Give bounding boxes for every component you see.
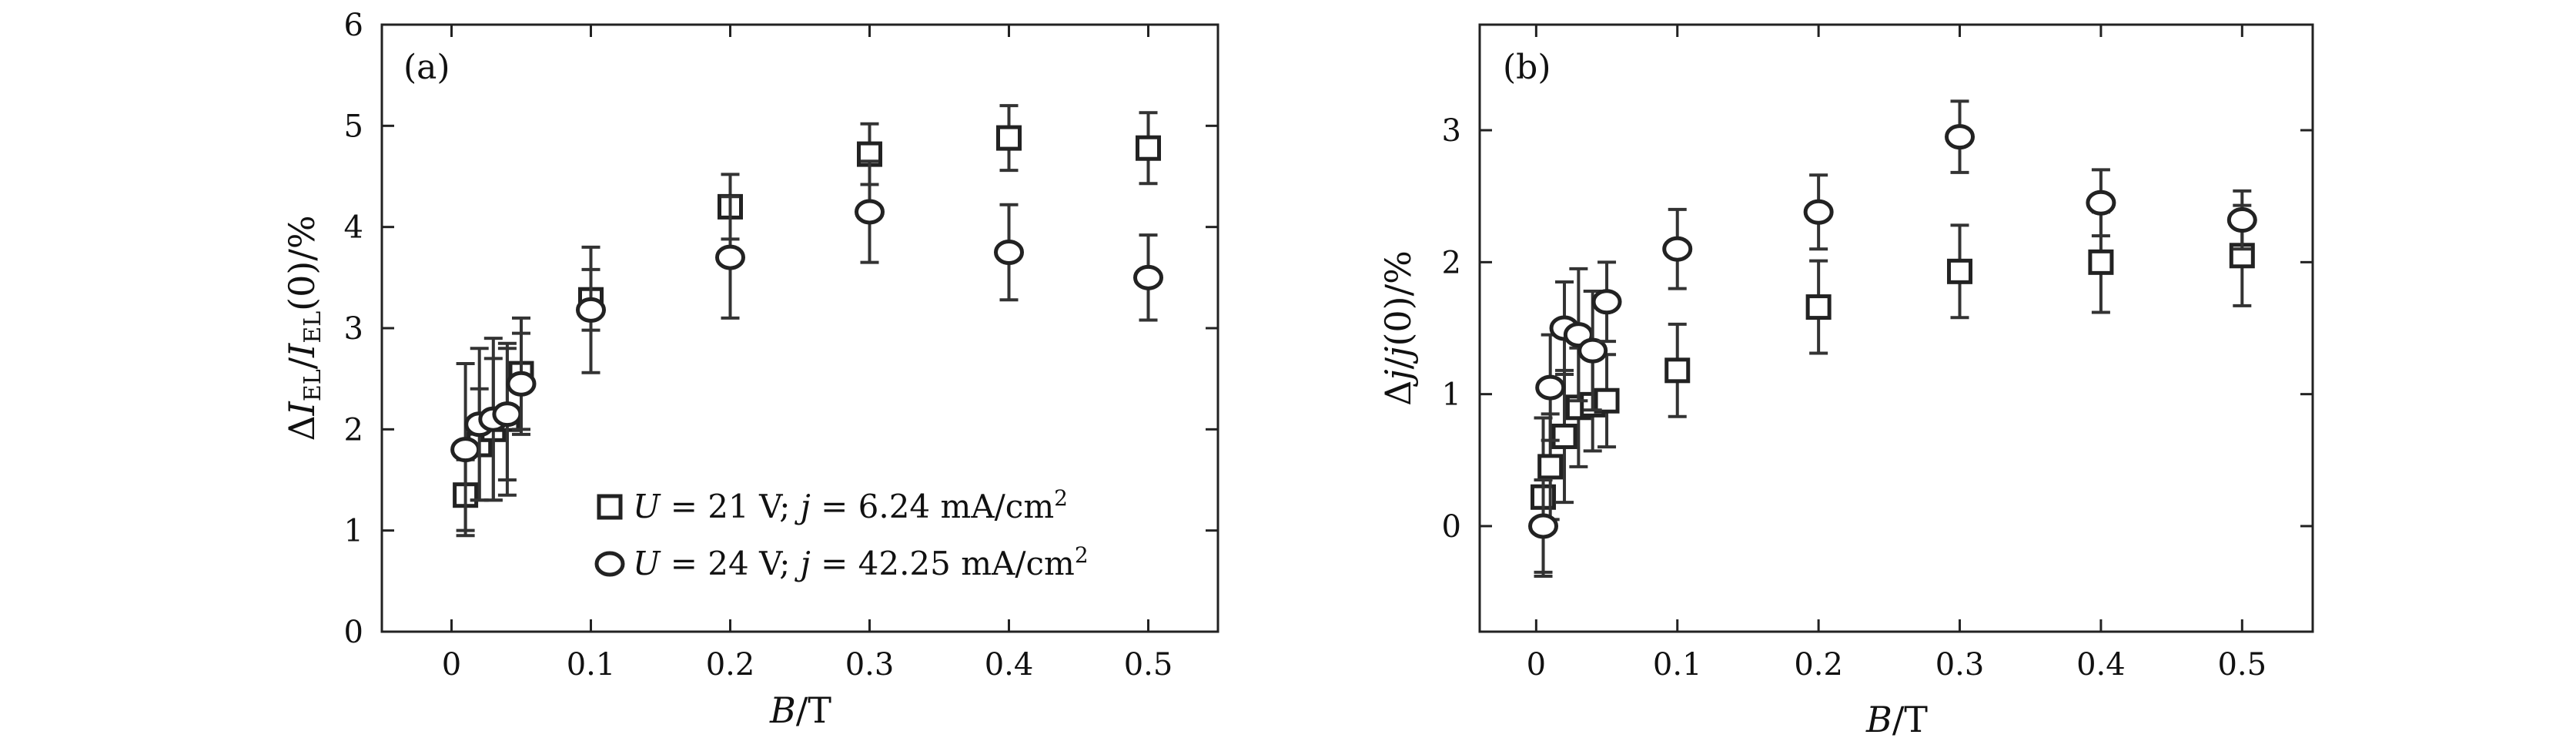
panel-b: 0 0.1 0.2 0.3 0.4 0.5 0 1 2 3 (b) B/T Δj/j(0)/%: [1377, 23, 2314, 740]
circle-marker: [2086, 190, 2116, 216]
data-point-a-circle-5: [576, 245, 606, 374]
legend-entry-square: U = 21 V; j = 6.24 mA/cm2: [633, 485, 1068, 525]
data-point-b-square-5: [1594, 353, 1620, 449]
circle-marker: [1133, 264, 1163, 290]
y-tick-label-a-2: 2: [344, 412, 363, 448]
y-tick-label-a-6: 6: [344, 8, 363, 43]
y-axis-label-a: ΔIEL/IEL(0)/%: [281, 215, 326, 441]
data-point-b-circle-8: [1945, 99, 1975, 174]
x-tick-label-b-3: 0.3: [1935, 647, 1985, 683]
data-point-a-circle-6: [715, 195, 745, 320]
circle-marker: [994, 240, 1024, 265]
y-tick-label-a-0: 0: [344, 615, 363, 650]
square-marker: [1537, 454, 1564, 480]
data-point-a-circle-8: [994, 203, 1024, 302]
x-tick-label-b-1: 0.1: [1653, 647, 1702, 683]
circle-marker: [1577, 337, 1608, 364]
circle-marker: [1535, 374, 1566, 401]
data-point-b-circle-3: [1563, 267, 1594, 403]
data-point-b-circle-5: [1591, 260, 1622, 344]
square-marker: [1664, 357, 1691, 384]
data-point-b-circle-6: [1662, 207, 1693, 290]
circle-marker: [1662, 236, 1693, 262]
x-tick-label-b-4: 0.4: [2076, 647, 2126, 683]
circle-marker: [1591, 289, 1622, 315]
data-point-b-square-6: [1664, 322, 1691, 418]
x-tick-label-a-0: 0: [442, 647, 461, 683]
x-tick-label-b-2: 0.2: [1794, 647, 1843, 683]
x-tick-label-a-1: 0.1: [567, 647, 616, 683]
data-point-b-circle-0: [1528, 478, 1559, 574]
square-marker: [1805, 294, 1832, 320]
y-tick-label-b-0: 0: [1442, 509, 1461, 545]
y-tick-label-b-1: 1: [1442, 377, 1461, 413]
circle-marker: [506, 371, 537, 397]
x-tick-label-a-5: 0.5: [1124, 647, 1173, 683]
square-marker: [996, 125, 1022, 151]
data-point-a-circle-4: [506, 331, 537, 436]
y-tick-label-a-1: 1: [344, 514, 363, 549]
data-point-b-circle-9: [2086, 168, 2116, 238]
x-tick-label-a-3: 0.3: [845, 647, 895, 683]
data-point-b-circle-1: [1535, 333, 1566, 442]
data-point-a-square-8: [996, 104, 1022, 173]
data-point-b-square-8: [1947, 223, 1973, 320]
x-axis-label-a: B/T: [769, 689, 831, 731]
circle-marker: [1803, 199, 1834, 225]
plot-frame-a: [380, 23, 1219, 633]
x-tick-label-b-5: 0.5: [2217, 647, 2267, 683]
x-axis-label-b: B/T: [1865, 699, 1928, 740]
data-point-b-square-2: [1551, 368, 1577, 505]
circle-marker: [1528, 513, 1559, 539]
legend-marker-square: [597, 494, 623, 520]
panel-label-a: (a): [403, 48, 450, 87]
data-point-b-circle-7: [1803, 173, 1834, 251]
data-point-a-circle-0: [450, 361, 481, 538]
square-marker: [1947, 258, 1973, 284]
legend-square-marker: [597, 494, 623, 520]
data-points-b: [1528, 99, 2257, 579]
data-points-a: [450, 104, 1163, 538]
square-marker: [1136, 135, 1161, 161]
circle-marker: [855, 199, 885, 225]
legend-circle-marker: [594, 551, 625, 577]
x-tick-label-b-0: 0: [1527, 647, 1546, 683]
square-marker: [1551, 423, 1577, 449]
circle-marker: [576, 297, 606, 323]
y-axis-label-b: Δj/j(0)/%: [1377, 250, 1419, 406]
legend-a: U = 21 V; j = 6.24 mA/cm2 U = 24 V; j = …: [594, 485, 1089, 582]
legend-entry-circle: U = 24 V; j = 42.25 mA/cm2: [633, 542, 1089, 582]
circle-marker: [2226, 207, 2257, 233]
y-tick-label-b-2: 2: [1442, 245, 1461, 280]
square-marker: [1594, 387, 1620, 414]
circle-marker: [1945, 124, 1975, 150]
y-tick-label-b-3: 3: [1442, 113, 1461, 149]
data-point-a-circle-9: [1133, 233, 1163, 322]
axis-ticks-a: 0 0.1 0.2 0.3 0.4 0.5 0 1 2 3 4 5 6: [344, 8, 1218, 683]
y-tick-label-a-3: 3: [344, 311, 363, 347]
x-tick-label-a-4: 0.4: [985, 647, 1034, 683]
data-point-b-circle-10: [2226, 189, 2257, 251]
circle-marker: [715, 244, 745, 270]
data-point-b-circle-4: [1577, 290, 1608, 412]
plot-frame-b: [1478, 23, 2314, 633]
data-point-b-square-7: [1805, 259, 1832, 355]
panel-label-b: (b): [1503, 48, 1551, 87]
x-tick-label-a-2: 0.2: [706, 647, 755, 683]
y-tick-label-a-5: 5: [344, 109, 363, 144]
axis-ticks-b: 0 0.1 0.2 0.3 0.4 0.5 0 1 2 3: [1442, 25, 2313, 683]
panel-a: 0 0.1 0.2 0.3 0.4 0.5 0 1 2 3 4 5 6 (a) B/T ΔIEL/IEL…: [281, 8, 1219, 731]
data-point-a-circle-7: [855, 159, 885, 264]
y-tick-label-a-4: 4: [344, 210, 363, 246]
legend-marker-circle: [594, 551, 625, 577]
square-marker: [2088, 249, 2114, 275]
circle-marker: [492, 401, 523, 428]
data-point-a-square-9: [1136, 111, 1161, 186]
circle-marker: [450, 437, 481, 463]
